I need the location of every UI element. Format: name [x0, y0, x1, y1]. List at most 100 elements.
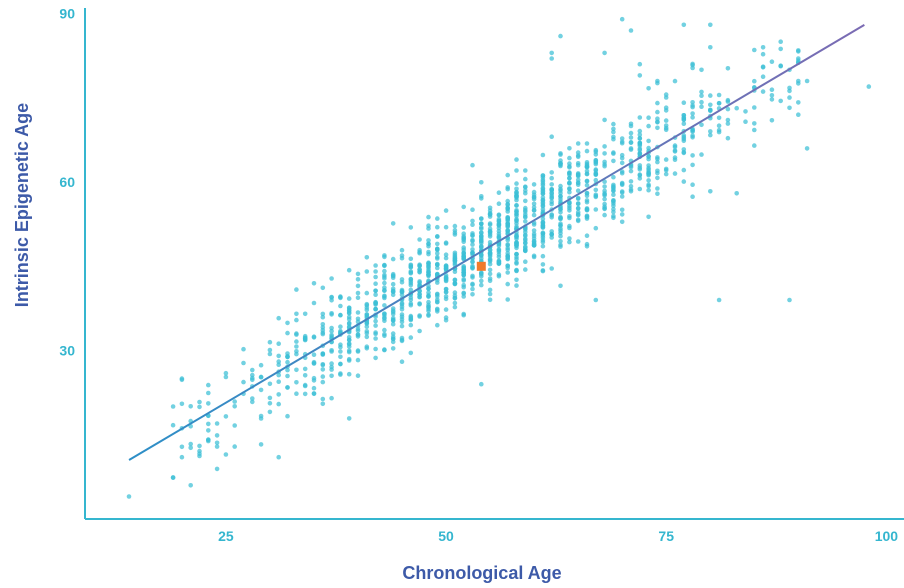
data-point: [558, 207, 563, 212]
data-point: [549, 182, 554, 187]
data-point: [364, 334, 370, 340]
data-point: [382, 331, 387, 337]
data-point: [646, 167, 651, 172]
data-point: [593, 168, 599, 173]
data-point: [611, 121, 616, 127]
data-point: [558, 183, 563, 189]
data-point: [373, 292, 378, 298]
data-point: [179, 454, 185, 460]
data-point: [523, 241, 528, 246]
data-point: [479, 230, 484, 235]
data-point: [487, 250, 493, 255]
data-point: [681, 138, 687, 144]
data-point: [276, 401, 282, 407]
data-point: [206, 437, 211, 442]
data-point: [487, 208, 493, 213]
data-point: [355, 283, 361, 289]
data-point: [461, 284, 467, 290]
data-point: [311, 334, 317, 340]
data-point: [443, 240, 449, 245]
data-point: [575, 239, 581, 244]
data-point: [505, 243, 511, 248]
data-point: [549, 215, 554, 220]
data-point: [523, 247, 528, 253]
data-point: [549, 50, 554, 56]
data-point: [276, 315, 282, 321]
data-point: [752, 78, 757, 84]
data-point: [346, 296, 352, 301]
data-point: [567, 239, 572, 245]
data-point: [584, 148, 590, 154]
data-point: [602, 184, 607, 189]
data-point: [505, 281, 511, 287]
data-point: [390, 292, 396, 298]
data-point: [382, 263, 387, 269]
data-point: [320, 351, 326, 357]
data-point: [426, 249, 431, 255]
data-point: [294, 317, 299, 323]
data-point: [435, 246, 440, 252]
data-point: [523, 168, 528, 173]
data-point: [531, 189, 537, 195]
x-tick-labels: 25 50 75 100: [218, 528, 898, 544]
data-point: [716, 100, 722, 106]
data-point: [531, 254, 537, 260]
data-point: [435, 265, 440, 271]
data-point: [487, 278, 493, 284]
data-point: [470, 292, 475, 297]
data-point: [540, 203, 546, 209]
data-point: [690, 100, 695, 105]
data-point: [399, 300, 405, 306]
data-point: [179, 401, 185, 407]
data-points: [126, 16, 872, 499]
data-point: [567, 175, 572, 181]
data-point: [549, 175, 554, 181]
data-point: [346, 267, 352, 273]
data-point: [382, 293, 387, 299]
data-point: [796, 48, 801, 53]
data-point: [593, 152, 599, 157]
data-point: [655, 156, 660, 162]
data-point: [628, 146, 634, 151]
data-point: [743, 109, 748, 114]
data-point: [373, 355, 378, 361]
data-point: [364, 330, 370, 336]
data-point: [346, 371, 352, 377]
data-point: [223, 452, 229, 457]
y-tick-label: 60: [59, 174, 75, 190]
data-point: [461, 204, 467, 210]
data-point: [355, 277, 361, 282]
data-point: [628, 187, 634, 192]
data-point: [197, 404, 202, 410]
data-point: [276, 353, 282, 359]
data-point: [725, 99, 731, 104]
data-point: [435, 309, 440, 314]
data-point: [329, 294, 334, 300]
data-point: [470, 232, 475, 238]
data-point: [399, 247, 405, 253]
data-point: [285, 320, 290, 326]
data-point: [443, 255, 449, 261]
data-point: [619, 189, 625, 194]
data-point: [285, 351, 290, 356]
data-point: [435, 234, 440, 239]
data-point: [699, 67, 704, 73]
data-point: [426, 226, 431, 231]
data-point: [452, 300, 458, 306]
data-point: [399, 314, 405, 320]
data-point: [417, 247, 422, 253]
data-point: [452, 250, 458, 256]
data-point: [531, 194, 537, 200]
data-point: [373, 274, 378, 280]
data-point: [760, 74, 766, 79]
data-point: [267, 381, 273, 387]
data-point: [523, 176, 528, 182]
y-axis-title: Intrinsic Epigenetic Age: [12, 103, 32, 307]
data-point: [663, 157, 669, 162]
data-point: [276, 392, 282, 397]
data-point: [479, 381, 484, 387]
data-point: [479, 221, 484, 226]
data-point: [637, 128, 643, 134]
data-point: [769, 118, 775, 123]
data-point: [531, 243, 537, 248]
